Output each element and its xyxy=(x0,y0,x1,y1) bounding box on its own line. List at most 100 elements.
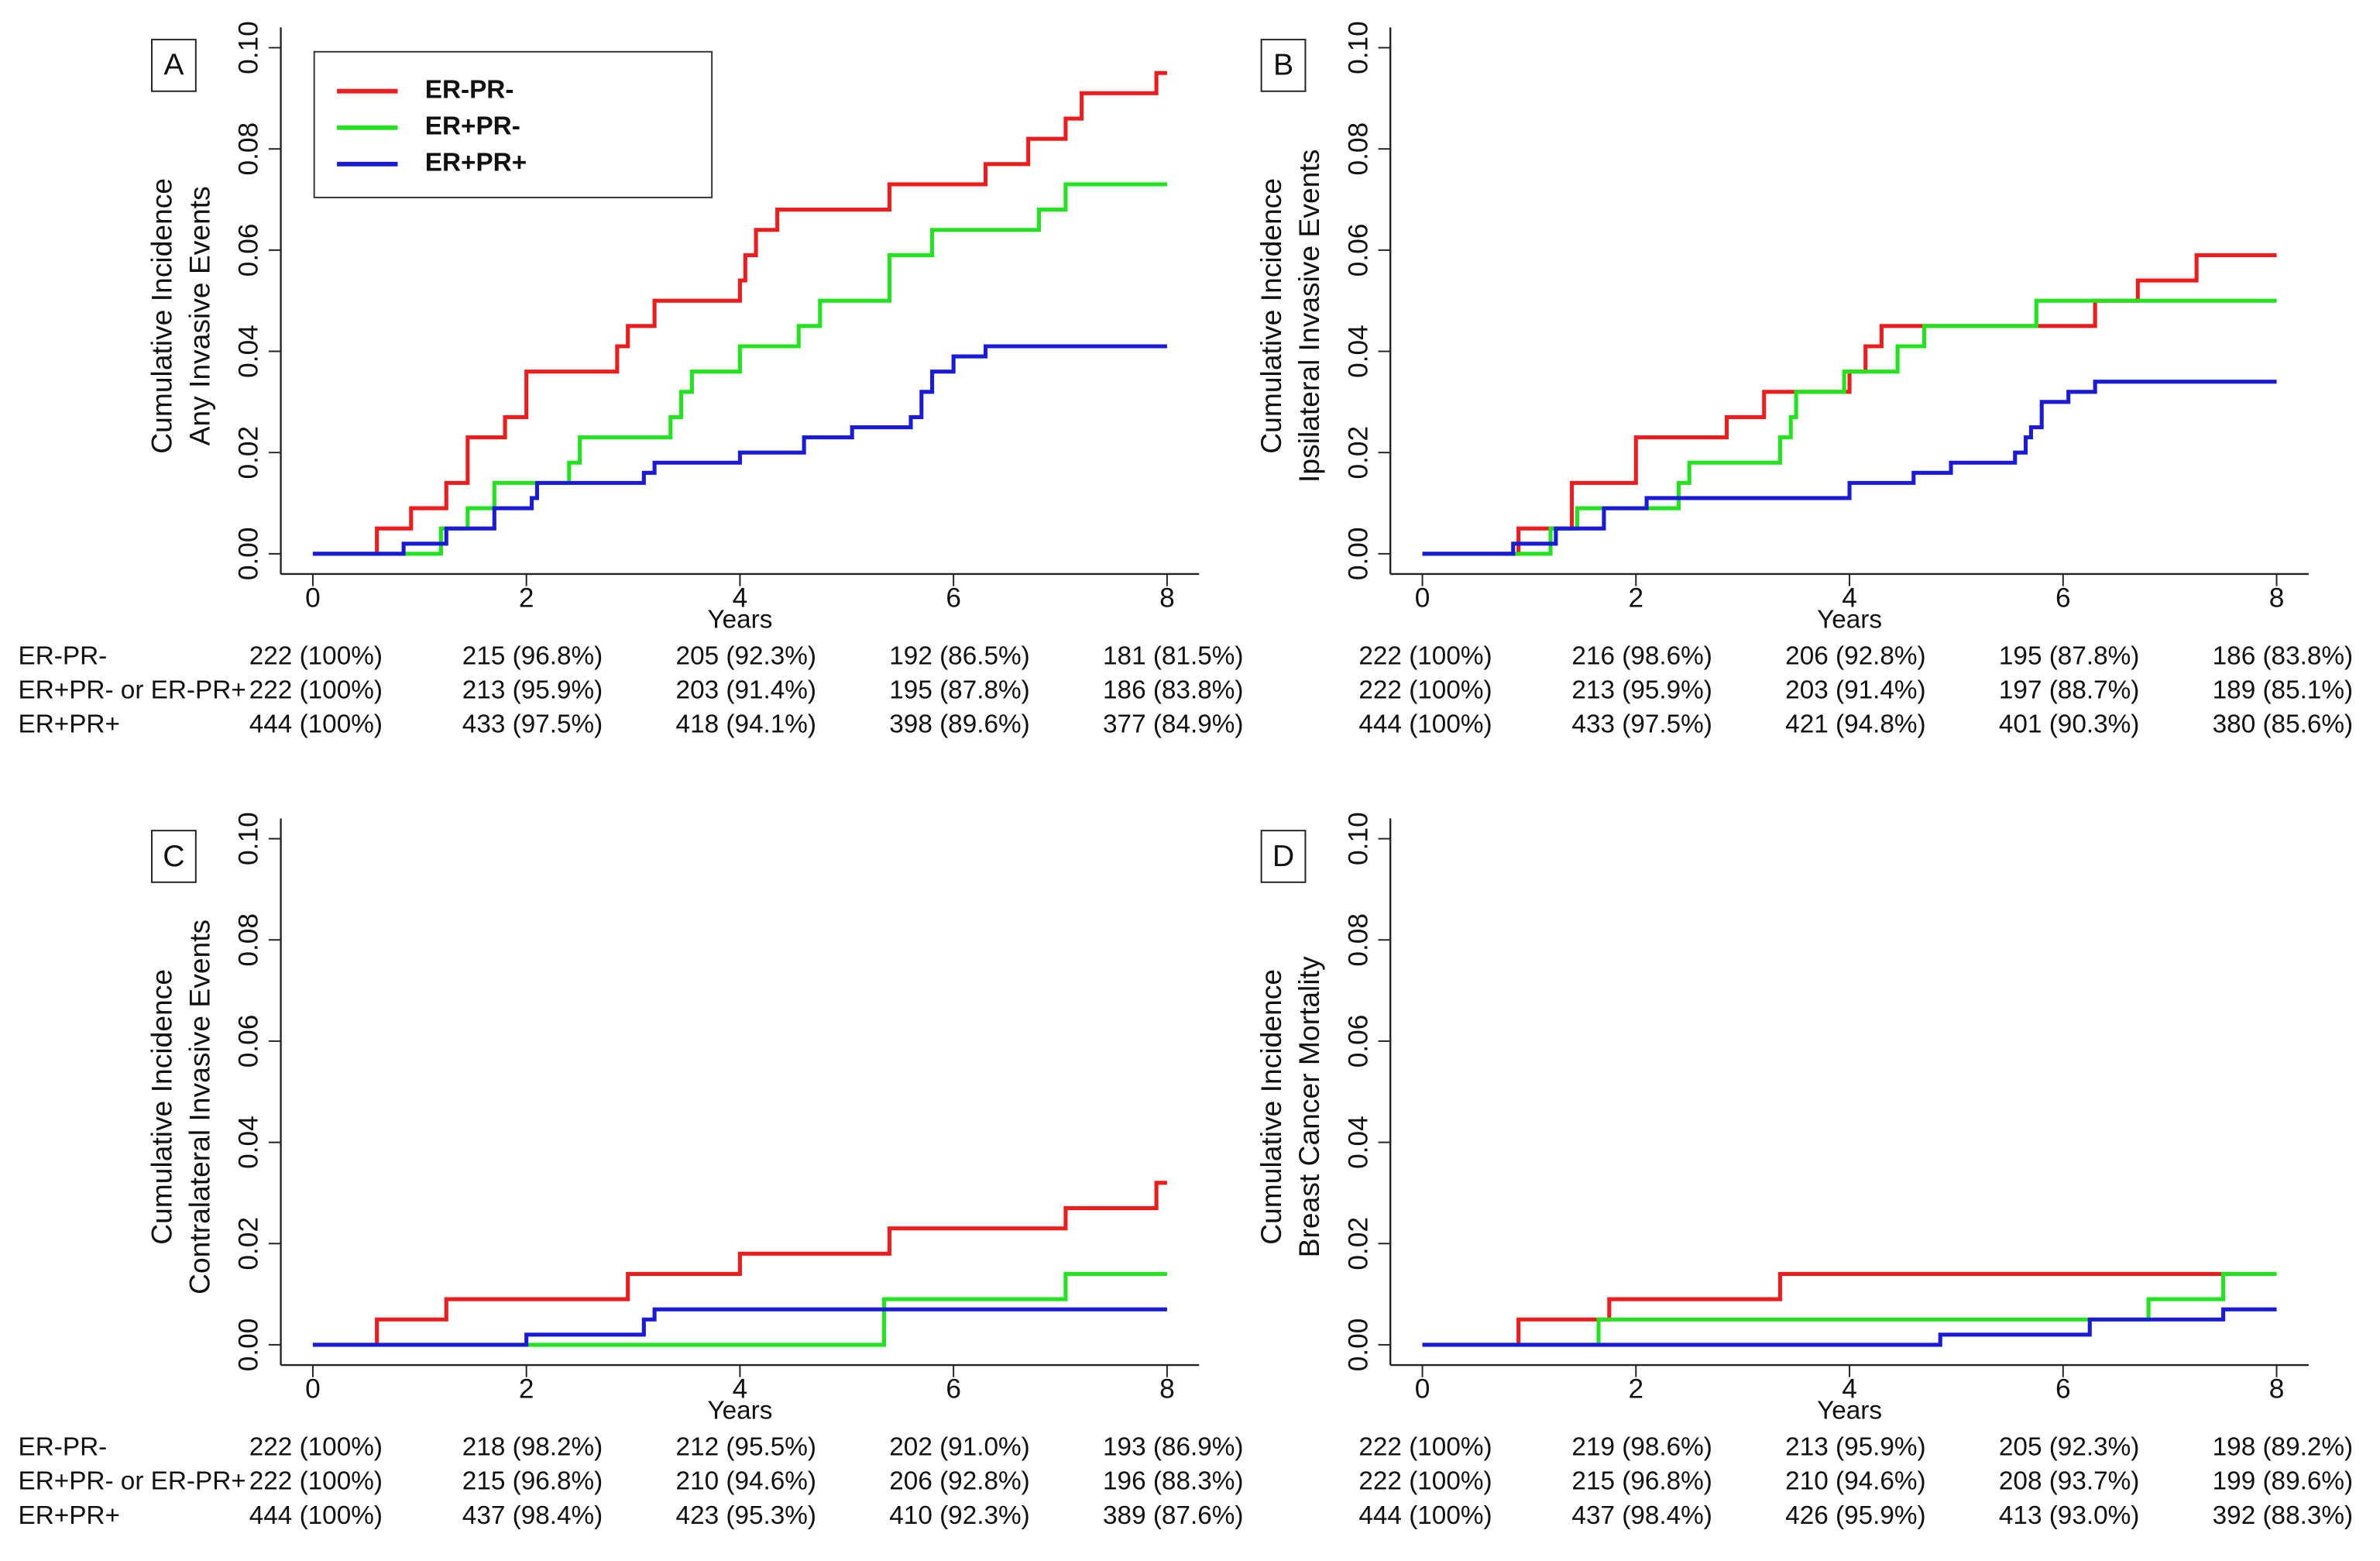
x-tick-label: 4 xyxy=(1842,583,1857,614)
series-line xyxy=(1422,380,2277,556)
x-tick-label: 8 xyxy=(2269,583,2285,614)
risk-row-label: ER+PR- or ER-PR+ xyxy=(19,676,246,705)
risk-cell: 389 (87.6%) xyxy=(1103,1501,1243,1530)
x-axis-title: Years xyxy=(707,606,772,634)
risk-cell: 413 (93.0%) xyxy=(1999,1501,2139,1530)
legend-label: ER-PR- xyxy=(425,76,514,105)
risk-cell: 410 (92.3%) xyxy=(889,1501,1029,1530)
risk-cell: 222 (100%) xyxy=(249,642,383,671)
risk-cell: 206 (92.8%) xyxy=(889,1467,1029,1496)
risk-cell: 189 (85.1%) xyxy=(2213,676,2353,705)
y-tick-label: 0.06 xyxy=(234,1015,264,1068)
risk-cell: 433 (97.5%) xyxy=(1571,710,1712,739)
y-tick-label: 0.02 xyxy=(1343,1217,1373,1270)
y-axis-title: Ipsilateral Invasive Events xyxy=(1293,150,1325,483)
y-axis-title: Any Invasive Events xyxy=(183,186,215,445)
risk-row-label: ER-PR- xyxy=(19,642,108,671)
series-line xyxy=(1422,253,2277,556)
x-tick-label: 4 xyxy=(733,1374,748,1405)
y-tick-label: 0.02 xyxy=(234,426,264,480)
risk-cell: 208 (93.7%) xyxy=(1999,1467,2139,1496)
risk-cell: 444 (100%) xyxy=(1358,710,1492,739)
risk-cell: 195 (87.8%) xyxy=(1999,642,2139,671)
y-tick-label: 0.08 xyxy=(1343,913,1373,967)
panel-label-box xyxy=(1260,830,1307,883)
risk-cell: 215 (96.8%) xyxy=(1571,1467,1712,1496)
risk-cell: 444 (100%) xyxy=(1358,1501,1492,1530)
risk-cell: 203 (91.4%) xyxy=(676,676,816,705)
y-tick-label: 0.04 xyxy=(1343,1116,1373,1169)
y-tick-label: 0.00 xyxy=(234,528,264,581)
y-axis-title: Cumulative Incidence xyxy=(145,969,177,1245)
risk-cell: 197 (88.7%) xyxy=(1999,676,2139,705)
series-line xyxy=(1422,1271,2277,1347)
y-tick-label: 0.06 xyxy=(1343,224,1373,277)
y-tick-label: 0.08 xyxy=(1343,122,1373,176)
risk-cell: 199 (89.6%) xyxy=(2213,1467,2353,1496)
risk-cell: 195 (87.8%) xyxy=(889,676,1029,705)
panel-label: D xyxy=(1272,840,1294,873)
y-tick-label: 0.00 xyxy=(1343,1319,1373,1372)
x-tick-label: 0 xyxy=(305,583,321,614)
risk-cell: 202 (91.0%) xyxy=(889,1433,1029,1462)
x-tick-label: 6 xyxy=(2055,1374,2071,1405)
panel-label: C xyxy=(163,840,184,873)
y-tick-label: 0.06 xyxy=(1343,1015,1373,1068)
risk-cell: 210 (94.6%) xyxy=(676,1467,816,1496)
y-tick-label: 0.04 xyxy=(1343,325,1373,378)
x-tick-label: 4 xyxy=(733,583,748,614)
y-tick-label: 0.02 xyxy=(1343,426,1373,480)
risk-cell: 186 (83.8%) xyxy=(1103,676,1243,705)
risk-cell: 222 (100%) xyxy=(249,1433,383,1462)
y-tick-label: 0.06 xyxy=(234,224,264,277)
risk-cell: 218 (98.2%) xyxy=(462,1433,603,1462)
risk-cell: 377 (84.9%) xyxy=(1103,710,1243,739)
risk-cell: 433 (97.5%) xyxy=(462,710,603,739)
risk-cell: 196 (88.3%) xyxy=(1103,1467,1243,1496)
risk-cell: 222 (100%) xyxy=(1358,676,1492,705)
risk-cell: 213 (95.9%) xyxy=(1571,676,1712,705)
risk-cell: 222 (100%) xyxy=(1358,1467,1492,1496)
risk-row-label: ER+PR+ xyxy=(19,1501,120,1530)
y-axis-title: Cumulative Incidence xyxy=(145,178,177,454)
series-line xyxy=(1422,1271,2277,1347)
risk-cell: 206 (92.8%) xyxy=(1785,642,1925,671)
risk-cell: 212 (95.5%) xyxy=(676,1433,816,1462)
y-axis-title: Breast Cancer Mortality xyxy=(1293,956,1325,1257)
series-line xyxy=(312,344,1167,556)
x-tick-label: 2 xyxy=(1628,1374,1643,1405)
series-line xyxy=(312,1271,1167,1347)
x-tick-label: 8 xyxy=(2269,1374,2285,1405)
legend-box xyxy=(313,50,713,198)
risk-cell: 444 (100%) xyxy=(249,710,383,739)
y-axis-title: Cumulative Incidence xyxy=(1255,178,1287,454)
x-tick-label: 2 xyxy=(1628,583,1643,614)
risk-cell: 426 (95.9%) xyxy=(1785,1501,1925,1530)
y-tick-label: 0.04 xyxy=(234,325,264,378)
x-axis-title: Years xyxy=(1817,1397,1882,1425)
x-tick-label: 6 xyxy=(946,583,961,614)
risk-row-label: ER-PR- xyxy=(19,1433,108,1462)
x-tick-label: 4 xyxy=(1842,1374,1857,1405)
risk-cell: 380 (85.6%) xyxy=(2213,710,2353,739)
risk-cell: 213 (95.9%) xyxy=(462,676,603,705)
risk-cell: 437 (98.4%) xyxy=(1571,1501,1712,1530)
y-tick-label: 0.08 xyxy=(234,122,264,176)
risk-cell: 222 (100%) xyxy=(249,676,383,705)
risk-cell: 423 (95.3%) xyxy=(676,1501,816,1530)
x-tick-label: 2 xyxy=(519,583,534,614)
x-tick-label: 6 xyxy=(2055,583,2071,614)
risk-cell: 437 (98.4%) xyxy=(462,1501,603,1530)
series-line xyxy=(312,70,1167,556)
risk-cell: 219 (98.6%) xyxy=(1571,1433,1712,1462)
risk-cell: 198 (89.2%) xyxy=(2213,1433,2353,1462)
y-axis-title: Cumulative Incidence xyxy=(1255,969,1287,1245)
y-tick-label: 0.10 xyxy=(1343,21,1373,74)
risk-cell: 398 (89.6%) xyxy=(889,710,1029,739)
risk-cell: 203 (91.4%) xyxy=(1785,676,1925,705)
risk-cell: 215 (96.8%) xyxy=(462,1467,603,1496)
legend-label: ER+PR- xyxy=(425,112,520,141)
panel-label-box xyxy=(151,39,197,92)
y-tick-label: 0.02 xyxy=(234,1217,264,1270)
series-line xyxy=(312,1307,1167,1347)
